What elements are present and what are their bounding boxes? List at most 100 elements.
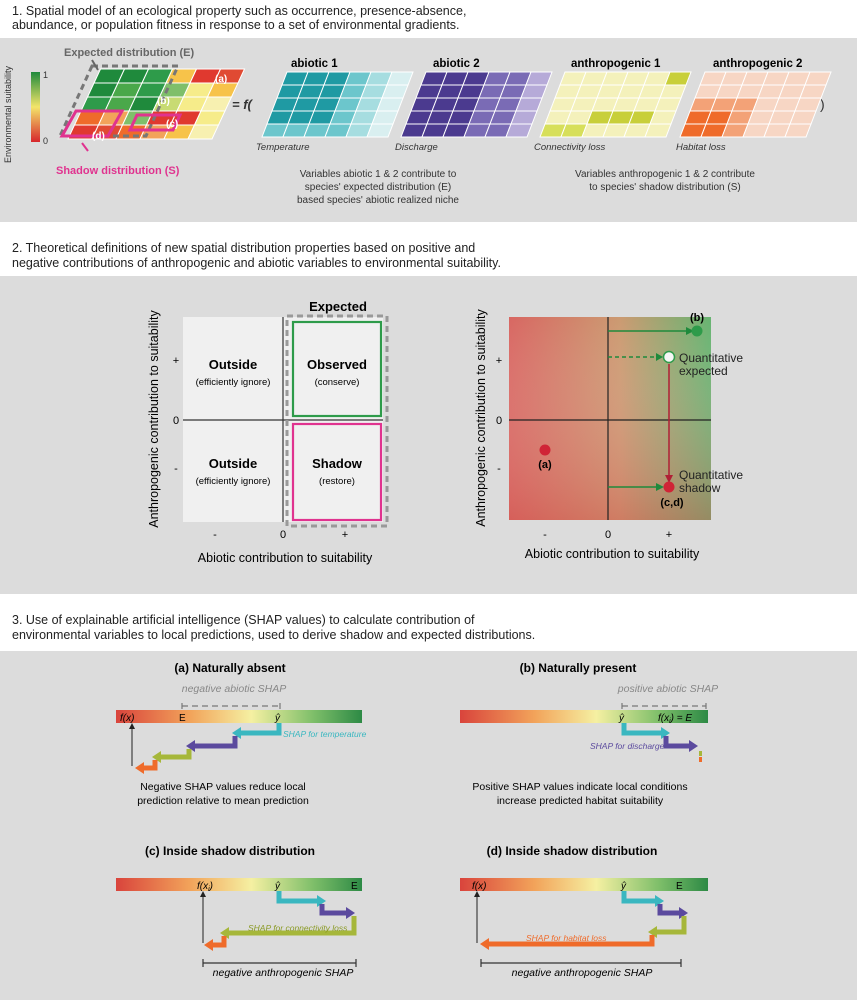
panel-a-temperature-label: SHAP for temperature [283,729,367,739]
connectivity-grid-cell [659,84,687,99]
right-y-axis-label: Anthropogenic contribution to suitabilit… [474,309,488,527]
panel-c-arrow-discharge [319,904,347,916]
panel-b-arrow-discharge [663,736,690,749]
panel-c-arrowhead-temperature [317,895,326,907]
observed-sub: (conserve) [315,377,360,388]
section3-heading-line2: environmental variables to local predict… [12,628,536,642]
panel-d-arrow-discharge [657,904,680,916]
shadow-sub: (restore) [319,476,355,487]
panel-b-tick-connectivity [699,751,702,756]
colorbar-label: Environmental suitability [3,65,13,163]
connectivity-grid-cell [644,123,672,138]
left-xtick-minus: - [213,529,217,541]
discharge-grid-cell [525,71,553,86]
point-b-label: (b) [690,312,704,324]
shadow-pointer [81,142,89,152]
arrowhead-expected-b [686,327,694,335]
outside-top-sub: (efficiently ignore) [196,377,271,388]
panel-d-habitat-label: SHAP for habitat loss [526,933,607,943]
grid-caption-discharge: Discharge [395,142,438,153]
panel-d-yhat: ŷ [620,881,627,892]
shadow-box [291,422,383,522]
panel-c-E: E [351,881,358,892]
panel-b-note-2: increase predicted habitat suitability [497,795,664,807]
point-b [691,325,703,337]
point-quant-expected [662,350,676,364]
panel-d-arrow-habitat [488,935,655,947]
panel-b-yhat: ŷ [618,713,625,724]
colorbar [31,72,40,142]
grid-title-abiotic2: abiotic 2 [433,58,480,70]
shadow-title: Shadow [312,456,363,471]
panel-d-arrowhead-connectivity [648,926,657,938]
outside-bottom-sub: (efficiently ignore) [196,476,271,487]
panel-c-bar [116,878,362,891]
note-abiotic-2: species' expected distribution (E) [305,182,451,193]
panel-a-fx-pointer-head [129,723,135,729]
note-abiotic-3: based species' abiotic realized niche [297,195,459,206]
panel-d-arrowhead-temperature [655,895,664,907]
panel-c-fx-sub: i [208,886,210,893]
shap-diagram: (a) Naturally absent negative abiotic SH… [116,661,718,979]
colorbar-max: 1 [43,70,48,80]
panel-b-fx: f(xi) = E [658,713,692,725]
close-paren: ) [820,96,825,112]
panel-a-arrow-discharge [194,736,238,749]
expected-dashed-box [285,314,389,528]
panel-d-fx-pointer-head [474,891,480,897]
outside-top-title: Outside [209,357,257,372]
panel-c-bracket [202,959,357,967]
temperature-grid-cell [381,84,409,99]
right-x-axis-label: Abiotic contribution to suitability [525,547,700,561]
cell-c-label: (c) [166,119,178,130]
grid-title-anthro2: anthropogenic 2 [713,58,802,70]
panel-c-connectivity-label: SHAP for connectivity loss [248,923,348,933]
panel-a-bracket [181,703,281,709]
section2-panel: Expected Outside (efficiently ignore) Ob… [0,276,857,594]
right-ytick-zero: 0 [496,415,502,427]
variable-grids [261,71,832,138]
note-anthro-2: to species' shadow distribution (S) [589,182,740,193]
panel-c-fx: f(xi) [197,881,213,893]
right-xtick-plus: + [666,529,672,541]
section3-heading-line1: 3. Use of explainable artificial intelli… [12,613,475,627]
panel-b-note-1: Positive SHAP values indicate local cond… [472,781,687,793]
temperature-grid-cell [386,71,414,86]
panel-a-arrow-temperature [240,723,282,736]
grid-title-abiotic1: abiotic 1 [291,58,338,70]
spatial-model-diagram: Environmental suitability 1 0 Expected d… [3,47,832,206]
panel-c-fx-main: f(x [197,881,209,892]
expected-outline [57,64,181,138]
panel-d-E: E [676,881,683,892]
panel-a-fx: f(x) [120,713,134,724]
panel-a-arrowhead-habitat [135,762,144,774]
panel-c-arrowhead-habitat [204,939,213,951]
note-abiotic-1: Variables abiotic 1 & 2 contribute to [300,169,457,180]
suitability-grid-cell [187,124,220,140]
left-xtick-plus: + [342,529,348,541]
panel-c-arrow-connectivity [228,916,357,936]
discharge-grid-cell [520,84,548,99]
suitability-field-shade [509,317,711,520]
grid-title-anthro1: anthropogenic 1 [571,58,661,70]
habitat-grid-cell [789,110,817,125]
left-y-axis-label: Anthropogenic contribution to suitabilit… [147,310,161,528]
section2-heading-line1: 2. Theoretical definitions of new spatia… [12,241,476,255]
section1-panel: Environmental suitability 1 0 Expected d… [0,38,857,222]
connectivity-grid-cell [664,71,692,86]
panel-a-arrowhead-discharge [186,740,195,752]
panel-d-title: (d) Inside shadow distribution [487,844,658,858]
suitability-grid [67,68,246,140]
point-cd [663,481,675,493]
panel-a-note-2: prediction relative to mean prediction [137,795,309,807]
panel-a-bar [116,710,362,723]
section1-heading-line1: 1. Spatial model of an ecological proper… [12,4,467,18]
quant-shadow-l2: shadow [679,481,721,495]
arrowhead-down-shadow [665,475,673,483]
panel-b-fx-sub: i [669,718,671,725]
panel-b-bracket [621,703,707,709]
habitat-grid-cell [794,97,822,112]
observed-title: Observed [307,357,367,372]
panel-a-arrowhead-connectivity [152,751,161,763]
panel-d-arrow-connectivity [656,916,687,935]
